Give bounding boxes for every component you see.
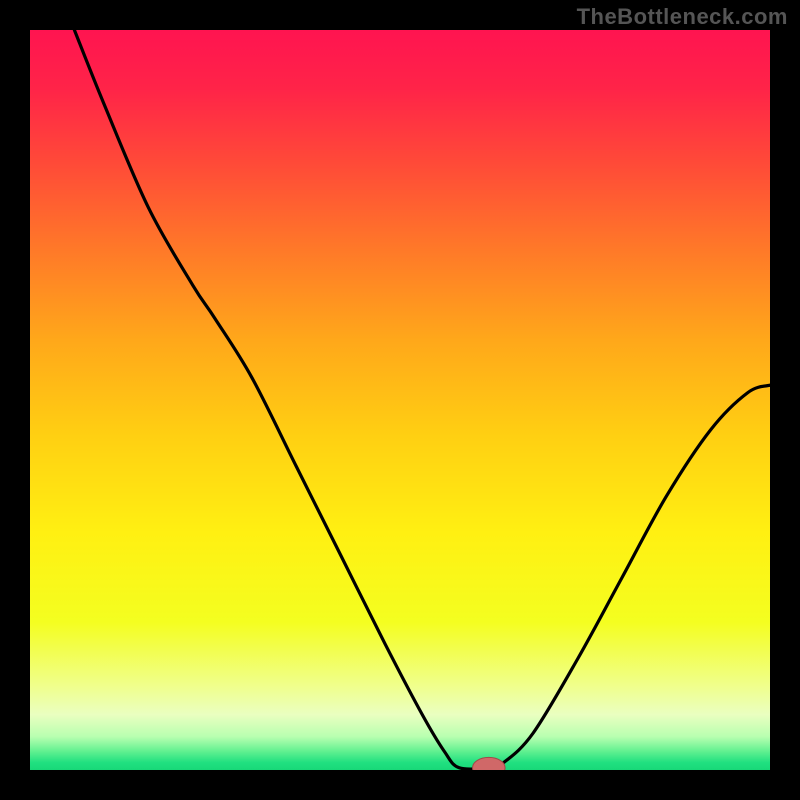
chart-svg [30, 30, 770, 770]
plot-area [30, 30, 770, 770]
watermark-text: TheBottleneck.com [577, 4, 788, 30]
gradient-background [30, 30, 770, 770]
chart-frame: TheBottleneck.com [0, 0, 800, 800]
